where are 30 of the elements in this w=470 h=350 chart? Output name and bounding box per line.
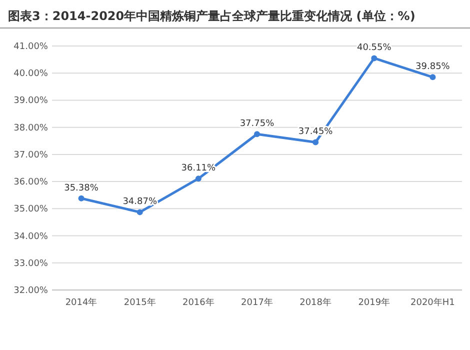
x-tick-label: 2017年 — [241, 297, 273, 308]
y-tick-label: 38.00% — [14, 123, 48, 134]
x-tick-label: 2018年 — [300, 297, 332, 308]
x-tick-label: 2016年 — [182, 297, 214, 308]
y-tick-label: 36.00% — [14, 178, 48, 188]
chart-title: 图表3：2014-2020年中国精炼铜产量占全球产量比重变化情况 (单位：%) — [8, 9, 416, 23]
point — [312, 139, 319, 146]
point — [195, 176, 202, 182]
y-tick-label: 33.00% — [14, 258, 48, 269]
y-tick-label: 39.00% — [14, 96, 48, 106]
x-tick-label: 2014年 — [65, 297, 98, 308]
point — [430, 74, 436, 80]
x-tick-label: 2019年 — [358, 297, 390, 308]
y-tick-label: 41.00% — [14, 42, 48, 52]
x-tick-label: 2020年H1 — [410, 297, 455, 308]
data-label: 34.87% — [122, 197, 158, 208]
data-label: 35.38% — [64, 183, 99, 194]
data-label: 40.55% — [356, 43, 392, 54]
y-tick-label: 37.00% — [14, 150, 48, 160]
point — [254, 131, 260, 138]
y-tick-label: 34.00% — [14, 232, 48, 242]
point — [371, 55, 378, 62]
data-label: 37.75% — [240, 119, 275, 130]
point — [136, 209, 143, 216]
x-tick-label: 2015年 — [124, 297, 156, 308]
y-tick-label: 32.00% — [14, 286, 48, 296]
y-tick-label: 40.00% — [14, 69, 48, 80]
data-label: 39.85% — [416, 62, 450, 72]
point — [78, 195, 84, 202]
y-tick-label: 35.00% — [14, 204, 48, 215]
